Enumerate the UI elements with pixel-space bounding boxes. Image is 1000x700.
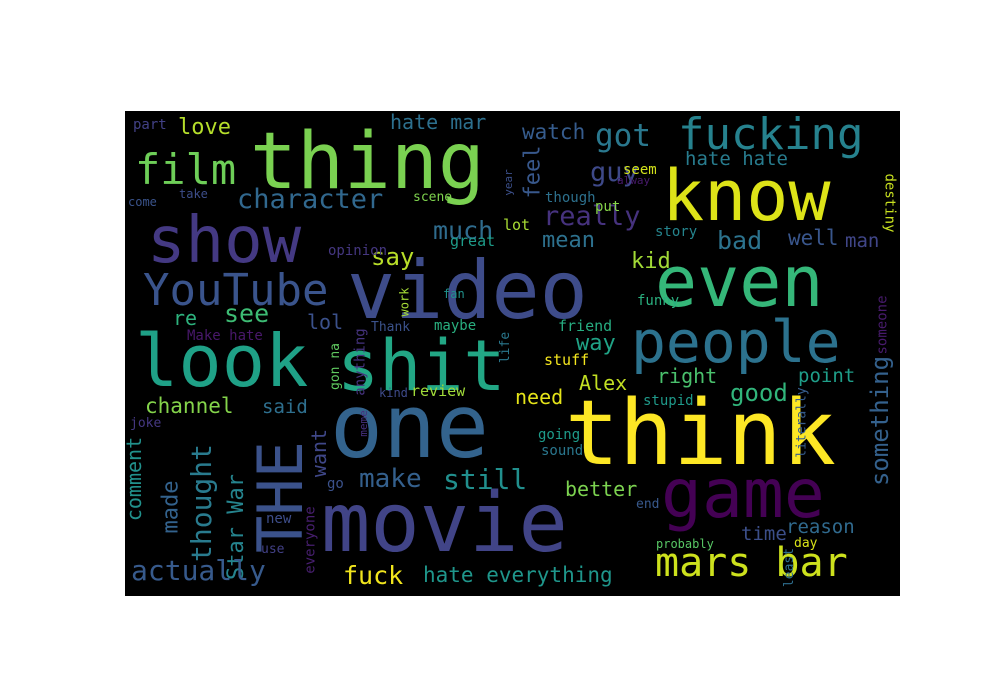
word: alway <box>617 174 651 187</box>
word: made <box>158 480 184 534</box>
word: people <box>631 308 841 376</box>
word: sound <box>541 443 584 459</box>
word: well <box>788 226 839 250</box>
word: fucking <box>678 111 864 160</box>
word: actually <box>131 554 266 587</box>
word: lol <box>307 310 344 334</box>
word: bad <box>717 226 763 255</box>
word: hate mar <box>390 111 487 134</box>
word: feel <box>520 145 546 199</box>
word: destiny <box>881 173 898 233</box>
word: meme <box>356 410 370 437</box>
word: hate hate <box>685 148 788 170</box>
word: use <box>261 542 285 557</box>
word: fuck <box>343 561 404 590</box>
word: anything <box>352 328 369 396</box>
word: know <box>662 155 831 237</box>
word: even <box>655 241 824 323</box>
word: good <box>730 379 788 407</box>
word: kind <box>379 386 408 400</box>
word: fan <box>443 287 465 301</box>
word: better <box>565 477 638 501</box>
word: hate everything <box>423 563 613 587</box>
word: Make hate <box>187 328 263 344</box>
word: part <box>133 117 167 133</box>
word: shit <box>337 325 506 407</box>
word: funny <box>637 293 680 309</box>
word: still <box>443 463 528 496</box>
word: story <box>655 224 698 240</box>
word: scene <box>413 190 453 205</box>
word: time <box>741 523 787 545</box>
word: someone <box>874 295 891 355</box>
word: kid <box>631 249 671 274</box>
word: year <box>501 169 515 196</box>
word: day <box>794 536 818 551</box>
word: film <box>135 145 237 194</box>
word: take <box>179 187 208 201</box>
word: something <box>866 355 895 487</box>
word: reason <box>786 516 855 538</box>
word: stuff <box>544 351 590 369</box>
word: way <box>576 331 616 356</box>
word: lot <box>503 216 531 234</box>
word: least <box>782 547 798 588</box>
word: mean <box>542 228 595 253</box>
word: want <box>307 428 332 478</box>
word: work <box>397 287 412 317</box>
word: guy <box>590 157 639 188</box>
word: gon na <box>327 343 343 390</box>
word: friend <box>558 317 613 335</box>
word: thought <box>185 443 219 563</box>
word: opinion <box>328 243 388 259</box>
word: maybe <box>434 318 477 334</box>
word: one <box>330 375 489 478</box>
word: make <box>359 464 422 494</box>
word: go <box>327 476 344 492</box>
word: end <box>636 497 660 512</box>
word: mars bar <box>655 540 848 586</box>
word: movie <box>321 476 568 571</box>
word: video <box>347 244 588 337</box>
word: really <box>543 201 641 232</box>
word: literally <box>794 387 810 458</box>
word: though <box>545 190 596 206</box>
word: come <box>128 195 157 209</box>
word: probably <box>656 537 714 551</box>
word: joke <box>130 416 162 431</box>
word: Thank <box>371 320 411 335</box>
word: going <box>538 427 581 443</box>
word: everyone <box>302 506 319 574</box>
word: channel <box>145 394 234 418</box>
word: say <box>371 243 415 271</box>
word: review <box>411 382 466 400</box>
word: seem <box>623 162 657 178</box>
word: see <box>224 299 270 328</box>
word: great <box>450 232 496 250</box>
word: character <box>237 184 384 215</box>
word: look <box>135 319 309 403</box>
word: got <box>595 118 651 154</box>
word: right <box>657 364 718 388</box>
word: stupid <box>643 393 694 409</box>
word: re <box>173 306 198 330</box>
word: watch <box>522 120 586 144</box>
word: thing <box>250 117 485 207</box>
word: said <box>262 396 308 418</box>
word: much <box>433 216 494 245</box>
word: think <box>565 381 836 486</box>
word: love <box>178 115 231 140</box>
word: man <box>845 230 880 252</box>
word: point <box>798 365 856 387</box>
word-cloud: thing know fucking film show video even … <box>125 111 900 596</box>
word: YouTube <box>143 265 329 316</box>
word: new <box>266 511 292 527</box>
word: show <box>147 204 302 278</box>
word: comment <box>125 436 147 522</box>
word: put <box>595 199 621 215</box>
word: Alex <box>579 371 628 395</box>
word: need <box>515 385 564 409</box>
word: life <box>498 331 514 364</box>
word: game <box>661 455 825 534</box>
